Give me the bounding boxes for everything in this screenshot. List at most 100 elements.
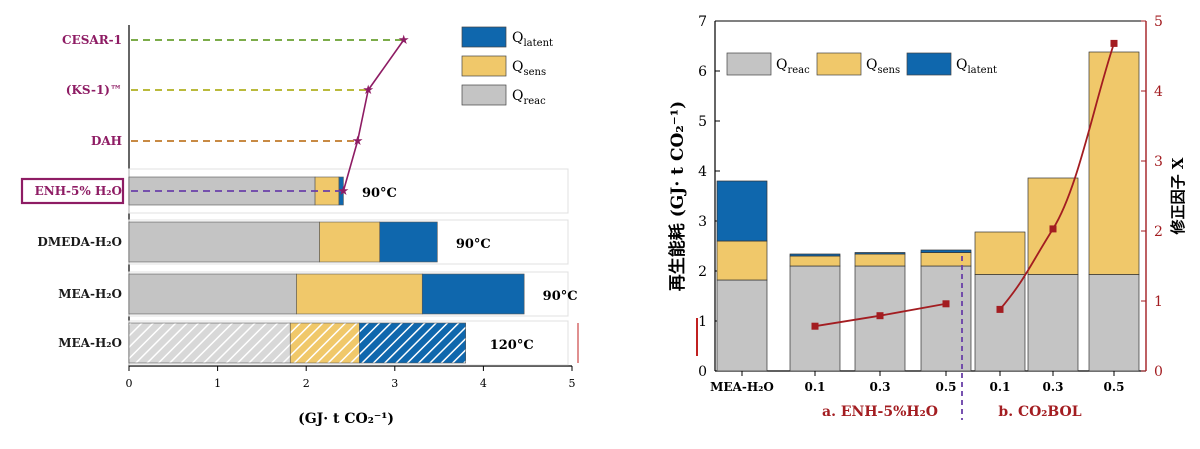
legend-label-sens: Qsens xyxy=(866,57,900,76)
legend-sub-text: latent xyxy=(967,65,997,76)
temperature-label: 90°C xyxy=(362,186,397,201)
x-tick-label: MEA-H₂O xyxy=(710,380,774,394)
y2-tick-label: 2 xyxy=(1154,224,1163,240)
x-tick-label: 2 xyxy=(303,377,310,390)
x-tick-label: 4 xyxy=(480,377,487,390)
x-tick-label: 0.1 xyxy=(990,380,1011,394)
legend-q-text: Q xyxy=(866,57,877,73)
x-tick-label: 0.5 xyxy=(1104,380,1125,394)
legend-sub-text: reac xyxy=(787,65,810,76)
bar-segment-sens xyxy=(1088,51,1140,275)
temperature-label: 120°C xyxy=(490,338,534,353)
bar-segment-reac xyxy=(974,274,1026,372)
bar-segment-sens xyxy=(789,255,841,267)
legend-sub-text: reac xyxy=(523,96,546,107)
x-tick-label: 0.1 xyxy=(805,380,826,394)
legend-q-text: Q xyxy=(512,59,523,75)
temperature-label: 90°C xyxy=(543,289,578,304)
legend-swatch-latent xyxy=(461,26,507,48)
series-line-co2bol xyxy=(999,43,1115,310)
y-axis-label: 再生能耗 (GJ· t CO₂⁻¹) xyxy=(667,101,688,291)
x-tick-label: 0 xyxy=(126,377,133,390)
temperature-label: 90°C xyxy=(456,237,491,252)
line-marker xyxy=(996,305,1004,313)
bar-segment-reac xyxy=(1027,274,1079,372)
bar-segment-sens xyxy=(974,231,1026,275)
x-tick-label: 1 xyxy=(214,377,221,390)
y-tick-label: 2 xyxy=(698,264,707,280)
y2-tick-label: 0 xyxy=(1154,364,1163,380)
x-tick-label: 0.3 xyxy=(1043,380,1064,394)
bar-segment-reac xyxy=(128,273,297,315)
legend-sub-text: latent xyxy=(523,38,553,49)
bar-segment-reac xyxy=(716,279,768,372)
line-marker xyxy=(876,312,884,320)
category-label: DAH xyxy=(91,134,122,148)
legend-q-text: Q xyxy=(956,57,967,73)
y-tick-label: 6 xyxy=(698,64,707,80)
y-tick-label: 5 xyxy=(698,114,707,130)
legend-swatch-reac xyxy=(726,52,772,76)
legend-label-reac: Qreac xyxy=(776,57,810,76)
bar-segment-sens xyxy=(716,240,768,281)
enh-highlight-box xyxy=(20,177,125,205)
y2-tick-label: 1 xyxy=(1154,294,1163,310)
y-tick-label: 0 xyxy=(698,364,707,380)
group-label-a: a. ENH-5%H₂O xyxy=(822,404,938,420)
legend-label-reac: Qreac xyxy=(512,88,546,107)
group-label-b: b. CO₂BOL xyxy=(998,404,1081,420)
legend-label-sens: Qsens xyxy=(512,59,546,78)
x-axis-label: (GJ· t CO₂⁻¹) xyxy=(298,411,394,427)
bar-segment-sens xyxy=(296,273,423,315)
bar-segment-latent xyxy=(716,180,768,242)
line-marker xyxy=(811,322,819,330)
legend-swatch-sens xyxy=(816,52,862,76)
legend-label-latent: Qlatent xyxy=(512,30,553,49)
x-tick-label: 5 xyxy=(569,377,576,390)
bar-segment-latent xyxy=(789,253,841,257)
legend-label-latent: Qlatent xyxy=(956,57,997,76)
bar-segment-latent xyxy=(379,221,438,263)
category-label: (KS-1)™ xyxy=(66,83,122,97)
bar-segment-reac xyxy=(1088,274,1140,372)
star-marker: ★ xyxy=(398,33,410,48)
y2-tick-label: 4 xyxy=(1154,84,1163,100)
legend-swatch-reac xyxy=(461,84,507,106)
bar-segment-reac xyxy=(789,265,841,372)
bar-segment-sens xyxy=(289,322,360,364)
category-label: CESAR-1 xyxy=(62,33,122,47)
category-label: DMEDA-H₂O xyxy=(37,235,122,249)
category-label: ENH-5% H₂O xyxy=(35,184,122,198)
line-marker xyxy=(1110,39,1118,47)
bar-segment-reac xyxy=(128,221,320,263)
bar-segment-sens xyxy=(319,221,381,263)
y-tick-label: 7 xyxy=(698,14,707,30)
bar-segment-latent xyxy=(359,322,466,364)
category-label: MEA-H₂O xyxy=(58,287,122,301)
bar-segment-reac xyxy=(128,322,291,364)
series-line-enh xyxy=(814,302,947,328)
category-label: MEA-H₂O xyxy=(58,336,122,350)
x-tick-label: 0.3 xyxy=(870,380,891,394)
y-tick-label: 3 xyxy=(698,214,707,230)
bar-segment-sens xyxy=(920,252,972,267)
bar-segment-sens xyxy=(1027,177,1079,275)
star-marker: ★ xyxy=(362,83,374,98)
x-tick-label: 3 xyxy=(391,377,398,390)
bar-segment-reac xyxy=(854,265,906,372)
legend-q-text: Q xyxy=(776,57,787,73)
line-marker xyxy=(1049,225,1057,233)
x-tick-label: 0.5 xyxy=(936,380,957,394)
star-marker: ★ xyxy=(352,134,364,149)
y-tick-label: 1 xyxy=(698,314,707,330)
legend-swatch-latent xyxy=(906,52,952,76)
y2-tick-label: 3 xyxy=(1154,154,1163,170)
y2-tick-label: 5 xyxy=(1154,14,1163,30)
legend-sub-text: sens xyxy=(877,65,900,76)
legend-q-text: Q xyxy=(512,30,523,46)
bar-segment-latent xyxy=(854,252,906,255)
legend-q-text: Q xyxy=(512,88,523,104)
bar-segment-latent xyxy=(421,273,525,315)
bar-segment-reac xyxy=(920,265,972,372)
bar-segment-latent xyxy=(920,249,972,253)
